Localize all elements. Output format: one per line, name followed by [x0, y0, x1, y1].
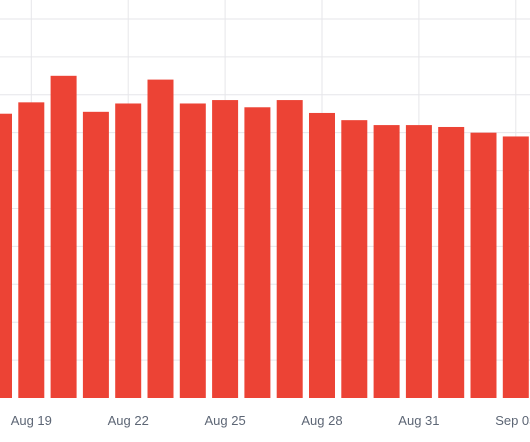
bar-aug-19[interactable] — [18, 102, 45, 398]
bar-aug-18[interactable] — [0, 113, 12, 398]
bar-aug-31[interactable] — [405, 125, 432, 398]
bar-aug-29[interactable] — [341, 120, 368, 399]
bar-aug-22[interactable] — [115, 103, 142, 398]
bar-aug-21[interactable] — [82, 111, 109, 399]
bar-aug-26[interactable] — [244, 107, 271, 398]
x-tick-label: Aug 25 — [204, 413, 245, 428]
bar-aug-20[interactable] — [50, 75, 77, 399]
bar-aug-28[interactable] — [309, 112, 335, 399]
bar-aug-30[interactable] — [373, 125, 400, 398]
bar-sep-01[interactable] — [438, 126, 465, 398]
bar-aug-27[interactable] — [276, 100, 303, 398]
bar-aug-24[interactable] — [179, 103, 206, 398]
x-tick-label: Aug 28 — [301, 413, 342, 428]
bar-sep-03[interactable] — [502, 136, 529, 398]
x-tick-label: Aug 19 — [11, 413, 52, 428]
bar-sep-02[interactable] — [470, 132, 497, 398]
bar-aug-25[interactable] — [212, 100, 239, 398]
x-tick-label: Sep 03 — [495, 413, 530, 428]
bar-aug-23[interactable] — [147, 79, 174, 398]
x-axis-tick-labels: Aug 19 Aug 22 Aug 25 Aug 28 Aug 31 Sep 03 — [11, 413, 530, 428]
bars — [0, 75, 529, 399]
x-tick-label: Aug 22 — [108, 413, 149, 428]
x-tick-label: Aug 31 — [398, 413, 439, 428]
